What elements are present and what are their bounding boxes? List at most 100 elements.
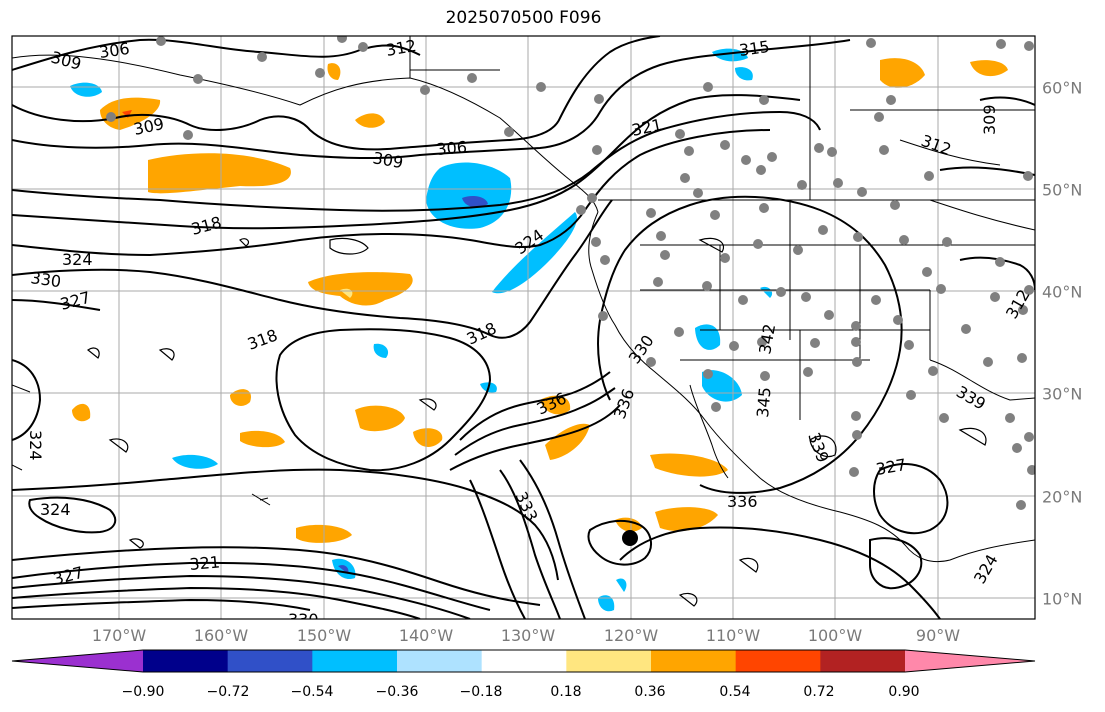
positive-region	[540, 395, 571, 415]
lon-label-90w: 90°W	[915, 626, 961, 645]
lon-label-110w: 110°W	[705, 626, 761, 645]
contour-label: 336	[610, 386, 638, 421]
positive-region	[122, 110, 132, 118]
negative-region	[462, 196, 488, 208]
lat-label-50n: 50°N	[1042, 180, 1083, 200]
contour-label: 318	[245, 325, 280, 353]
negative-field-layer	[70, 48, 773, 612]
positive-region	[72, 403, 91, 422]
contour-label: 336	[727, 492, 758, 511]
lat-label-60n: 60°N	[1042, 78, 1083, 98]
colorbar	[11, 649, 1036, 673]
contour-label: 324	[40, 500, 71, 519]
contour-label: 309	[371, 148, 404, 172]
graticule	[12, 36, 1035, 619]
negative-region	[598, 595, 615, 612]
lon-label-140w: 140°W	[398, 626, 454, 645]
positive-region	[308, 272, 413, 306]
colorbar-tick: −0.72	[206, 684, 250, 700]
contour-label: 327	[874, 455, 907, 479]
negative-region	[373, 343, 389, 358]
height-contours	[12, 36, 1035, 619]
contour-label: 324	[26, 430, 45, 461]
lon-label-170w: 170°W	[91, 626, 147, 645]
colorbar-tick: 0.18	[550, 684, 582, 700]
colorbar-tick: 0.90	[888, 684, 920, 700]
colorbar-extend-high	[905, 650, 1035, 672]
negative-region	[70, 82, 102, 97]
colorbar-tick: 0.54	[719, 684, 751, 700]
negative-region	[426, 162, 512, 229]
positive-region	[148, 153, 291, 194]
positive-region	[355, 405, 405, 432]
contour-label: 321	[189, 552, 221, 574]
positive-region	[240, 430, 285, 448]
colorbar-extend-low	[12, 650, 143, 672]
colorbar-tick: −0.54	[290, 684, 334, 700]
coastlines	[12, 36, 1035, 563]
colorbar-outline	[11, 649, 1036, 673]
lat-label-30n: 30°N	[1042, 384, 1083, 404]
negative-region	[702, 370, 742, 402]
shaded-field-layer	[72, 58, 1008, 543]
negative-region	[760, 286, 773, 298]
colorbar-segment	[566, 650, 652, 672]
contour-label: 324	[970, 551, 1002, 587]
colorbar-segment	[820, 650, 906, 672]
colorbar-segment	[397, 650, 483, 672]
colorbar-segment	[735, 650, 821, 672]
positive-region	[230, 389, 251, 406]
negative-region	[695, 324, 721, 350]
contour-label: 345	[753, 386, 775, 418]
contour-label: 321	[630, 115, 664, 140]
map-title: 2025070500 F096	[445, 8, 602, 28]
colorbar-segments	[12, 650, 1035, 672]
lon-label-150w: 150°W	[296, 626, 352, 645]
positive-region	[880, 58, 925, 88]
lon-label-160w: 160°W	[193, 626, 249, 645]
contour-label: 312	[919, 131, 954, 159]
contour-label: 330	[288, 610, 319, 629]
lon-label-130w: 130°W	[500, 626, 556, 645]
contour-label: 306	[98, 39, 131, 62]
contour-label: 333	[511, 489, 541, 525]
colorbar-tick: 0.36	[634, 684, 666, 700]
contour-label: 327	[51, 563, 85, 589]
negative-region	[492, 212, 577, 294]
negative-region	[616, 578, 627, 592]
colorbar-tick: 0.72	[803, 684, 835, 700]
contour-label: 327	[58, 288, 92, 314]
contour-label: 342	[755, 322, 779, 355]
contour-label: 324	[62, 250, 93, 269]
negative-region	[172, 454, 218, 469]
lon-label-120w: 120°W	[603, 626, 659, 645]
positive-region	[970, 60, 1008, 77]
lon-label-100w: 100°W	[807, 626, 863, 645]
contour-label: 339	[804, 430, 832, 465]
contour-label: 312	[384, 36, 417, 60]
thin-contours	[87, 237, 987, 607]
station-dots	[106, 36, 1035, 510]
lat-label-10n: 10°N	[1042, 589, 1083, 609]
contour-label: 315	[738, 37, 771, 60]
colorbar-tick: −0.18	[459, 684, 503, 700]
contour-label: 306	[436, 137, 468, 159]
colorbar-tick: −0.90	[121, 684, 165, 700]
contour-label: 318	[189, 213, 223, 239]
contour-label: 318	[464, 318, 500, 348]
colorbar-segment	[481, 650, 567, 672]
negative-region	[735, 67, 753, 81]
colorbar-segment	[651, 650, 737, 672]
colorbar-segment	[143, 650, 229, 672]
positive-region	[413, 428, 443, 447]
lat-label-40n: 40°N	[1042, 282, 1083, 302]
positive-region	[655, 507, 718, 532]
positive-region	[355, 113, 385, 128]
colorbar-tick: −0.36	[375, 684, 419, 700]
lat-label-20n: 20°N	[1042, 487, 1083, 507]
contour-label: 309	[980, 104, 999, 135]
colorbar-segment	[312, 650, 398, 672]
positive-region	[650, 453, 728, 477]
contour-label: 339	[953, 382, 989, 414]
